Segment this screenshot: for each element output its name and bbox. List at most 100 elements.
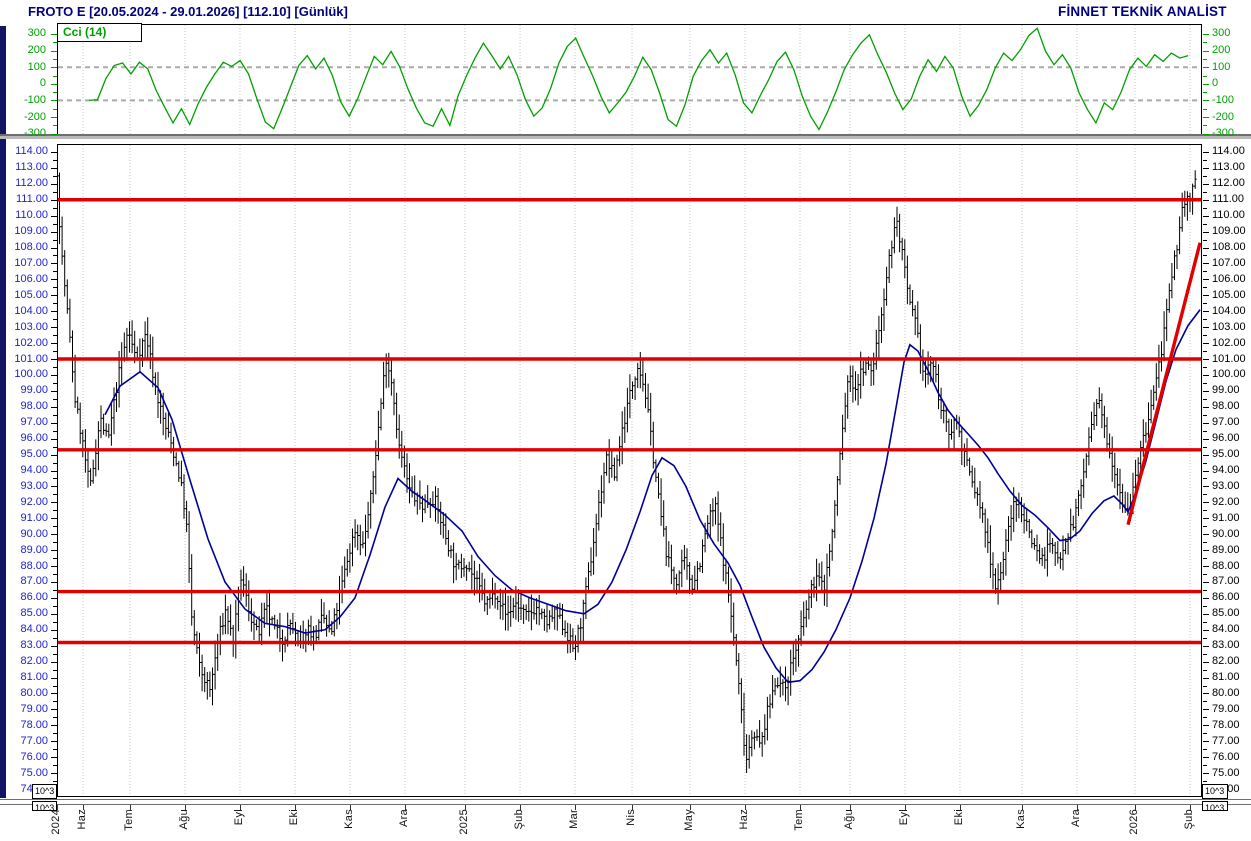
price-axis-tick-right bbox=[1203, 335, 1207, 337]
price-axis-label-right: 93.00 bbox=[1212, 479, 1240, 492]
price-axis-tick-right bbox=[1203, 709, 1209, 711]
cci-indicator-panel[interactable] bbox=[57, 24, 1202, 135]
price-axis-tick-right bbox=[1203, 359, 1209, 360]
price-axis-tick-right bbox=[1203, 430, 1207, 432]
price-axis-tick-left bbox=[53, 749, 57, 751]
price-axis-label-right: 82.00 bbox=[1212, 655, 1240, 668]
x-axis-tick bbox=[1135, 805, 1137, 810]
x-axis-tick bbox=[404, 805, 406, 810]
price-axis-tick-right bbox=[1203, 478, 1207, 480]
price-axis-tick-left bbox=[51, 773, 57, 775]
cci-axis-label-right: 0 bbox=[1212, 77, 1219, 90]
price-axis-tick-right bbox=[1203, 677, 1209, 679]
price-axis-tick-right bbox=[1203, 597, 1209, 599]
price-axis-label-right: 92.00 bbox=[1212, 495, 1240, 508]
price-axis-tick-right bbox=[1203, 725, 1209, 727]
price-axis-label-left: 111.00 bbox=[15, 193, 48, 206]
price-axis-tick-right bbox=[1203, 765, 1207, 767]
x-axis-label: Ara bbox=[1069, 809, 1082, 828]
price-axis-label-right: 104.00 bbox=[1212, 304, 1246, 317]
x-axis-label: Eki bbox=[952, 809, 965, 826]
price-axis-tick-left bbox=[51, 374, 57, 376]
price-axis-tick-right bbox=[1203, 271, 1207, 273]
price-axis-tick-left bbox=[53, 335, 57, 337]
cci-axis-tick-left bbox=[51, 67, 57, 69]
price-axis-tick-right bbox=[1203, 717, 1207, 719]
price-axis-tick-right bbox=[1203, 247, 1209, 249]
price-axis-tick-left bbox=[51, 518, 57, 520]
x-axis-label: Eki bbox=[288, 809, 301, 826]
price-axis-tick-right bbox=[1203, 502, 1209, 504]
price-axis-tick-right bbox=[1203, 287, 1207, 289]
price-axis-label-left: 75.00 bbox=[20, 766, 48, 779]
x-axis-label: Şub bbox=[1182, 809, 1195, 830]
price-axis-tick-left bbox=[53, 382, 57, 384]
price-axis-label-right: 110.00 bbox=[1212, 209, 1245, 222]
cci-axis-tick-left bbox=[53, 75, 57, 77]
cci-axis-tick-left bbox=[51, 83, 57, 85]
price-axis-label-right: 91.00 bbox=[1212, 511, 1240, 524]
price-axis-label-left: 108.00 bbox=[14, 241, 48, 254]
price-axis-tick-left bbox=[53, 701, 57, 703]
panel-splitter[interactable] bbox=[0, 134, 1251, 139]
price-axis-tick-right bbox=[1203, 581, 1209, 583]
scale-note-left: 10^3 bbox=[32, 784, 57, 799]
price-axis-tick-left bbox=[53, 351, 57, 353]
price-axis-label-left: 95.00 bbox=[20, 448, 48, 461]
price-axis-tick-right bbox=[1203, 454, 1209, 456]
x-axis-tick bbox=[745, 805, 747, 810]
price-axis-tick-left bbox=[51, 741, 57, 743]
price-axis-label-right: 112.00 bbox=[1212, 177, 1245, 190]
price-axis-label-left: 77.00 bbox=[20, 734, 48, 747]
price-axis-tick-left bbox=[51, 183, 57, 185]
price-axis-tick-right bbox=[1203, 510, 1207, 512]
x-axis-label: Haz bbox=[738, 809, 751, 830]
cci-axis-tick-right bbox=[1203, 33, 1209, 35]
price-axis-tick-left bbox=[53, 589, 57, 591]
cci-axis-tick-right bbox=[1203, 75, 1207, 77]
price-axis-tick-right bbox=[1203, 319, 1207, 321]
price-axis-tick-right bbox=[1203, 685, 1207, 687]
price-axis-label-left: 83.00 bbox=[20, 639, 48, 652]
price-axis-label-right: 103.00 bbox=[1212, 320, 1246, 333]
x-axis-tick bbox=[1189, 805, 1191, 810]
price-axis-tick-right bbox=[1203, 231, 1209, 233]
price-axis-tick-left bbox=[51, 597, 57, 599]
price-axis-tick-right bbox=[1203, 542, 1207, 544]
cci-axis-tick-left bbox=[53, 58, 57, 60]
price-axis-tick-right bbox=[1203, 693, 1209, 695]
price-axis-tick-right bbox=[1203, 462, 1207, 464]
price-axis-label-left: 87.00 bbox=[20, 575, 48, 588]
price-axis-tick-right bbox=[1203, 183, 1209, 185]
x-axis-tick bbox=[574, 805, 576, 810]
price-axis-tick-left bbox=[53, 239, 57, 241]
price-axis-tick-left bbox=[51, 390, 57, 392]
price-axis-label-right: 84.00 bbox=[1212, 623, 1240, 636]
price-axis-label-left: 92.00 bbox=[20, 495, 48, 508]
price-axis-tick-left bbox=[51, 359, 57, 360]
price-axis-label-left: 107.00 bbox=[14, 256, 48, 269]
price-axis-label-right: 113.00 bbox=[1212, 161, 1245, 174]
x-axis-label: Mar bbox=[567, 809, 580, 829]
x-axis-tick bbox=[799, 805, 801, 810]
cci-axis-label-left: -100 bbox=[23, 93, 46, 106]
price-chart-panel[interactable] bbox=[57, 144, 1202, 797]
price-axis-tick-left bbox=[51, 295, 57, 297]
price-axis-tick-right bbox=[1203, 645, 1209, 647]
price-axis-tick-left bbox=[51, 454, 57, 456]
cci-axis-tick-right bbox=[1203, 92, 1207, 94]
price-axis-tick-right bbox=[1203, 534, 1209, 536]
cci-axis-tick-right bbox=[1203, 58, 1207, 60]
price-axis-tick-left bbox=[51, 343, 57, 345]
price-axis-label-left: 114.00 bbox=[15, 145, 48, 158]
price-axis-label-right: 77.00 bbox=[1212, 734, 1240, 747]
cci-axis-tick-right bbox=[1203, 42, 1207, 44]
price-axis-tick-left bbox=[53, 542, 57, 544]
price-axis-tick-right bbox=[1203, 518, 1209, 520]
price-axis-tick-right bbox=[1203, 621, 1207, 623]
chart-left-border bbox=[0, 26, 6, 798]
cci-legend[interactable]: Cci (14) bbox=[57, 23, 142, 42]
price-axis-label-right: 95.00 bbox=[1212, 448, 1240, 461]
price-axis-tick-left bbox=[51, 566, 57, 568]
price-axis-tick-left bbox=[53, 414, 57, 416]
